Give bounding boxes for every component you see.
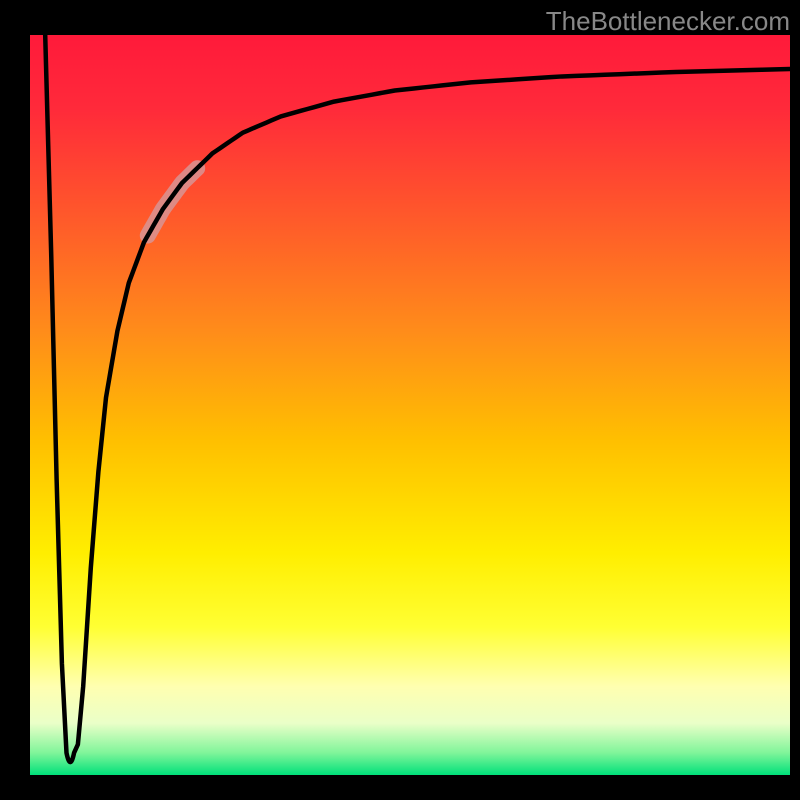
chart-container: TheBottlenecker.com (0, 0, 800, 800)
bottleneck-curve (45, 35, 790, 762)
watermark-text: TheBottlenecker.com (546, 6, 790, 37)
curve-layer (30, 35, 790, 775)
plot-area (30, 35, 790, 775)
